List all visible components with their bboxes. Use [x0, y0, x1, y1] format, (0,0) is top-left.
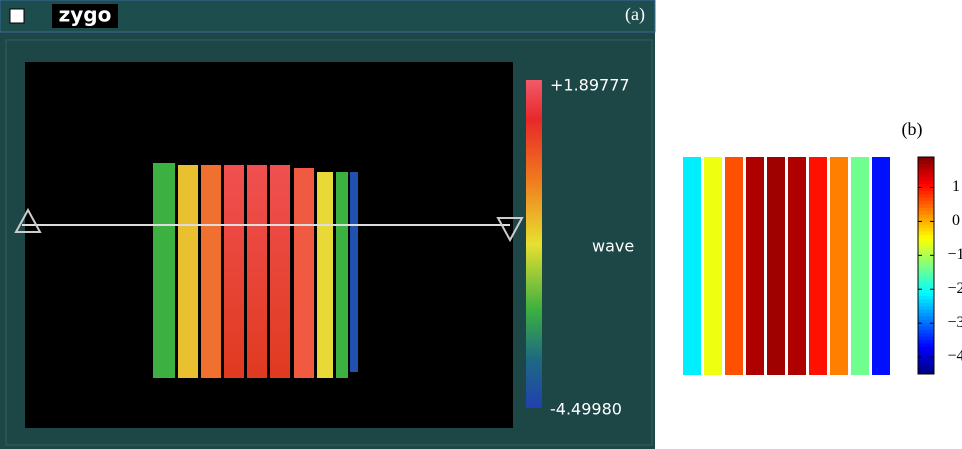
panel-label: (b)	[902, 119, 923, 140]
colorbar-cell	[918, 255, 934, 259]
scale-max: +1.89777	[550, 76, 630, 95]
colorbar-cell	[918, 347, 934, 351]
colorbar-cell	[918, 235, 934, 239]
colorbar-cell	[918, 367, 934, 371]
colorbar-tick-label: −4	[947, 348, 962, 365]
colorbar-cell	[918, 289, 934, 293]
colorbar-tick-label: 0	[952, 212, 960, 229]
colorbar-cell	[918, 167, 934, 171]
colorbar-cell	[918, 225, 934, 229]
stripe	[704, 157, 722, 375]
colorbar-cell	[918, 191, 934, 195]
stripe	[746, 157, 764, 375]
colorbar-cell	[918, 211, 934, 215]
colorbar-cell	[918, 188, 934, 192]
colorbar-cell	[918, 164, 934, 168]
color-scale	[526, 80, 542, 408]
colorbar-cell	[918, 259, 934, 263]
colorbar-cell	[918, 262, 934, 266]
colorbar-cell	[918, 245, 934, 249]
colorbar-cell	[918, 327, 934, 331]
colorbar-cell	[918, 204, 934, 208]
colorbar-cell	[918, 340, 934, 344]
colorbar-cell	[918, 316, 934, 320]
stripe	[809, 157, 827, 375]
colorbar-cell	[918, 364, 934, 368]
colorbar-cell	[918, 242, 934, 246]
stripe	[725, 157, 743, 375]
colorbar-cell	[918, 269, 934, 273]
colorbar-cell	[918, 310, 934, 314]
colorbar-cell	[918, 272, 934, 276]
colorbar-cell	[918, 238, 934, 242]
colorbar-cell	[918, 171, 934, 175]
measurement-stripes	[153, 163, 358, 378]
menu-icon[interactable]	[10, 9, 24, 23]
colorbar-cell	[918, 306, 934, 310]
colorbar-tick-label: 1	[952, 178, 960, 195]
colorbar-cell	[918, 157, 934, 161]
colorbar-tick-label: −1	[947, 246, 962, 263]
scale-min: -4.49980	[550, 400, 622, 419]
colorbar-cell	[918, 160, 934, 164]
colorbar-cell	[918, 198, 934, 202]
colorbar-cell	[918, 279, 934, 283]
colorbar-cell	[918, 201, 934, 205]
colorbar-cell	[918, 296, 934, 300]
stripe	[872, 157, 890, 375]
stripe	[683, 157, 701, 375]
image-area	[25, 62, 513, 428]
colorbar-cell	[918, 360, 934, 364]
colorbar-cell	[918, 221, 934, 225]
colorbar-cell	[918, 249, 934, 253]
colorbar-tick-label: −3	[947, 314, 962, 331]
colorbar-cell	[918, 215, 934, 219]
colorbar-cell	[918, 303, 934, 307]
colorbar-cell	[918, 293, 934, 297]
colorbar-cell	[918, 330, 934, 334]
colorbar-cell	[918, 343, 934, 347]
colorbar-cell	[918, 337, 934, 341]
colorbar-cell	[918, 174, 934, 178]
colorbar-cell	[918, 357, 934, 361]
colorbar-cell	[918, 282, 934, 286]
page: zygo (a) +1.89777 wave -4.49980 (b) 1 0 −1…	[0, 0, 962, 449]
colorbar-cell	[918, 194, 934, 198]
stripe	[830, 157, 848, 375]
colorbar-cell	[918, 266, 934, 270]
colorbar-cell	[918, 323, 934, 327]
colorbar-cell	[918, 232, 934, 236]
stripe	[767, 157, 785, 375]
colorbar-cell	[918, 177, 934, 181]
colorbar-cell	[918, 333, 934, 337]
stripe	[851, 157, 869, 375]
logo: zygo	[59, 3, 112, 27]
figure: zygo (a) +1.89777 wave -4.49980 (b) 1 0 −1…	[0, 0, 962, 449]
colorbar-cell	[918, 181, 934, 185]
scale-unit: wave	[592, 237, 634, 256]
colorbar-cell	[918, 313, 934, 317]
panel-label: (a)	[625, 4, 645, 25]
colorbar-cell	[918, 228, 934, 232]
colorbar-tick-label: −2	[947, 280, 962, 297]
colorbar-cell	[918, 276, 934, 280]
colorbar-cell	[918, 208, 934, 212]
stripe	[788, 157, 806, 375]
colorbar-cell	[918, 350, 934, 354]
colorbar-cell	[918, 299, 934, 303]
